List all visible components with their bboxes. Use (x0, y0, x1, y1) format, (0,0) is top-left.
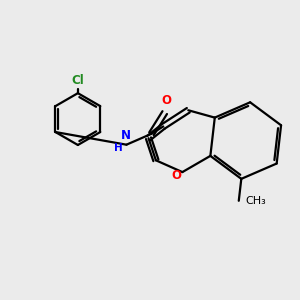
Text: CH₃: CH₃ (245, 196, 266, 206)
Text: O: O (171, 169, 181, 182)
Text: O: O (161, 94, 171, 107)
Text: N: N (121, 129, 131, 142)
Text: H: H (114, 143, 123, 153)
Text: Cl: Cl (71, 74, 84, 87)
